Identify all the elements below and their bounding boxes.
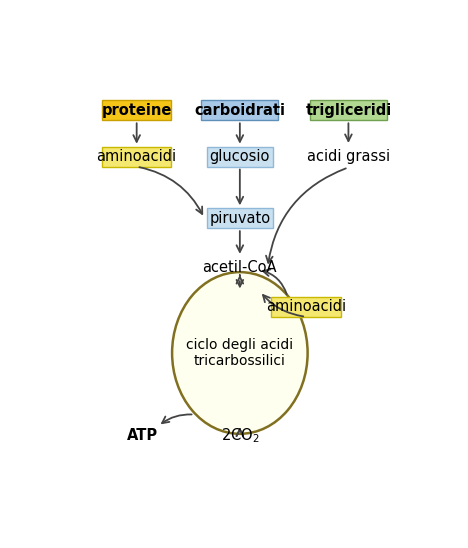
FancyBboxPatch shape [102,147,171,167]
FancyBboxPatch shape [271,297,341,317]
Text: proteine: proteine [102,103,172,118]
Ellipse shape [172,272,307,434]
Text: 2CO$_2$: 2CO$_2$ [220,426,259,445]
Text: aminoacidi: aminoacidi [266,299,346,314]
Text: trigliceridi: trigliceridi [305,103,392,118]
FancyBboxPatch shape [207,147,273,167]
Text: aminoacidi: aminoacidi [96,149,177,164]
FancyBboxPatch shape [310,100,387,121]
Text: piruvato: piruvato [209,211,271,226]
Text: acidi grassi: acidi grassi [307,149,390,164]
Text: glucosio: glucosio [210,149,270,164]
Text: ATP: ATP [127,428,158,443]
FancyBboxPatch shape [102,100,171,121]
FancyBboxPatch shape [201,100,278,121]
FancyBboxPatch shape [207,208,273,228]
Text: carboidrati: carboidrati [194,103,285,118]
Text: acetil-CoA: acetil-CoA [203,260,277,275]
Text: ciclo degli acidi
tricarbossilici: ciclo degli acidi tricarbossilici [186,338,293,368]
